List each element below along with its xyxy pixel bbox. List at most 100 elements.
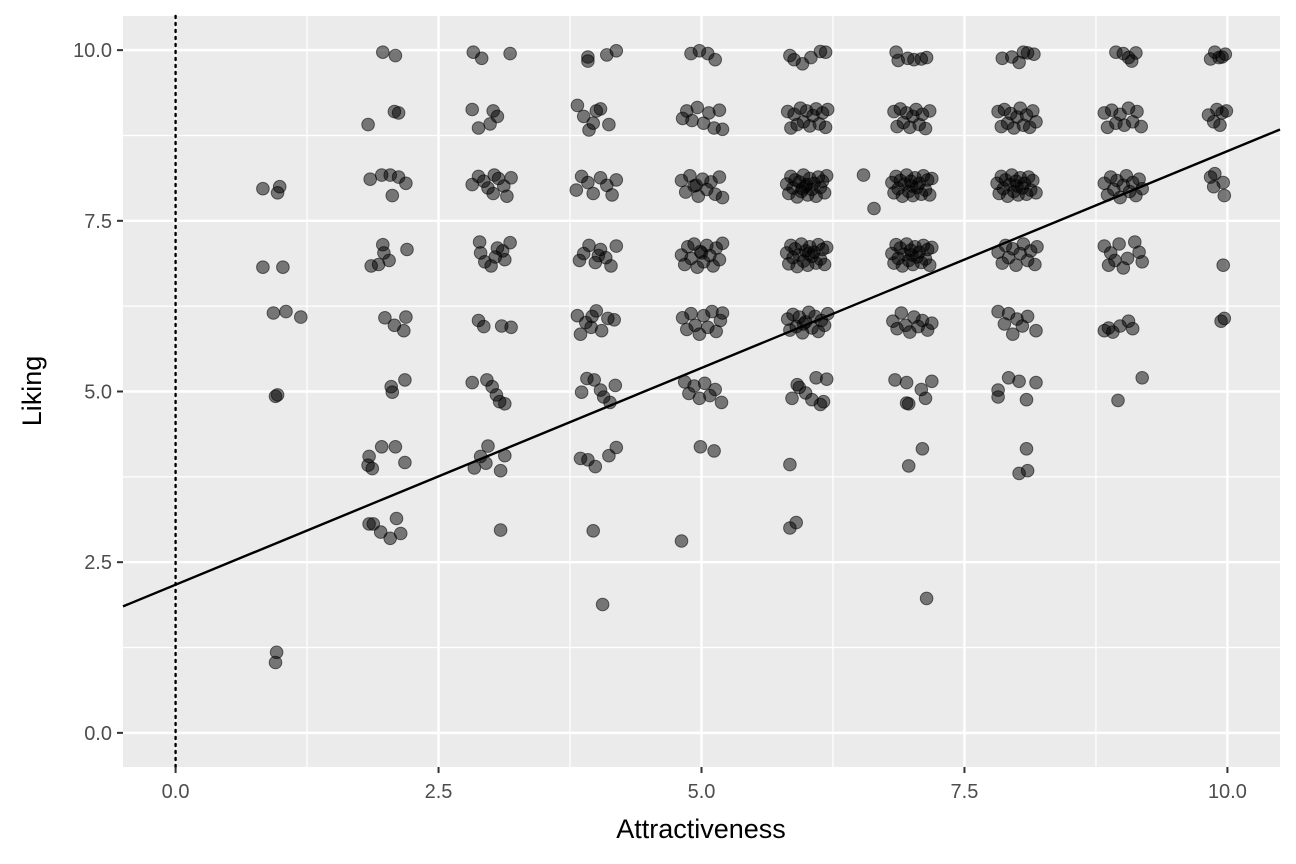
data-point (1026, 173, 1040, 188)
data-point (922, 104, 937, 118)
data-point (817, 186, 832, 200)
data-point (385, 188, 400, 203)
data-point (373, 525, 388, 539)
data-point (588, 459, 603, 474)
data-point (1213, 118, 1227, 132)
data-point (1006, 327, 1020, 342)
data-point (915, 442, 930, 456)
data-point (488, 250, 503, 264)
data-point (819, 240, 834, 255)
data-point (276, 260, 290, 275)
data-point (712, 170, 727, 184)
x-tick-label: 7.5 (951, 781, 979, 803)
data-point (1216, 258, 1230, 273)
x-tick-label: 0.0 (162, 781, 190, 803)
data-point (1019, 392, 1034, 407)
data-point (1112, 237, 1126, 251)
data-point (715, 306, 730, 320)
data-point (1111, 393, 1125, 408)
data-point (1130, 104, 1144, 119)
data-point (609, 440, 624, 455)
y-axis-title: Liking (17, 356, 47, 427)
data-point (389, 511, 404, 526)
data-point (477, 319, 491, 334)
data-point (707, 444, 721, 458)
data-point (817, 257, 832, 272)
data-point (1125, 321, 1140, 336)
data-point (817, 318, 832, 333)
data-point (1029, 375, 1043, 390)
data-point (481, 439, 495, 453)
data-point (574, 385, 589, 400)
data-point (919, 591, 934, 606)
data-point (684, 306, 698, 321)
data-point (576, 109, 591, 124)
data-point (382, 253, 396, 268)
data-point (804, 50, 818, 65)
data-point (820, 102, 835, 117)
data-point (400, 242, 414, 257)
data-point (593, 102, 608, 116)
data-point (595, 597, 610, 612)
data-point (1019, 442, 1034, 456)
data-point (399, 310, 413, 324)
data-point (608, 378, 623, 393)
data-point (674, 534, 689, 548)
data-point (1009, 258, 1023, 273)
data-point (607, 313, 622, 327)
data-point (486, 186, 501, 201)
data-point (483, 117, 497, 131)
data-point (1120, 251, 1135, 266)
data-point (715, 236, 730, 251)
data-point (1219, 104, 1234, 118)
data-point (867, 201, 881, 216)
data-point (388, 48, 403, 63)
data-point (361, 117, 375, 132)
data-point (899, 375, 914, 390)
data-point (256, 260, 270, 275)
data-point (1020, 463, 1035, 478)
data-point (581, 54, 595, 68)
data-point (693, 440, 708, 454)
data-point (364, 259, 379, 273)
data-point (398, 455, 412, 470)
data-point (708, 52, 723, 67)
data-point (1129, 46, 1143, 60)
data-point (813, 397, 828, 412)
data-point (268, 655, 283, 670)
data-point (363, 172, 378, 186)
data-point (785, 391, 799, 406)
data-point (905, 179, 919, 193)
data-point (697, 376, 712, 391)
data-point (587, 373, 602, 387)
data-point (789, 515, 804, 530)
data-point (905, 248, 919, 262)
data-point (503, 235, 517, 250)
data-point (585, 309, 599, 324)
y-tick-label: 2.5 (84, 552, 112, 574)
x-tick-label: 2.5 (425, 781, 453, 803)
data-point (922, 258, 937, 273)
data-point (918, 121, 933, 136)
data-point (888, 373, 902, 387)
data-point (586, 524, 601, 538)
x-axis: 0.0 2.5 5.0 7.5 10.0 (162, 767, 1247, 803)
data-point (374, 440, 389, 454)
data-point (609, 239, 624, 253)
y-tick-label: 10.0 (73, 40, 112, 62)
data-point (393, 526, 408, 541)
data-point (465, 375, 480, 390)
data-point (1217, 311, 1232, 326)
data-point (1029, 323, 1043, 338)
data-point (1028, 257, 1042, 272)
data-point (818, 45, 833, 60)
data-point (487, 168, 502, 182)
data-point (391, 106, 406, 120)
data-point (715, 122, 730, 137)
y-tick-label: 7.5 (84, 211, 112, 233)
data-point (925, 171, 939, 186)
data-point (712, 103, 727, 117)
data-point (1027, 47, 1041, 62)
data-point (591, 248, 606, 263)
